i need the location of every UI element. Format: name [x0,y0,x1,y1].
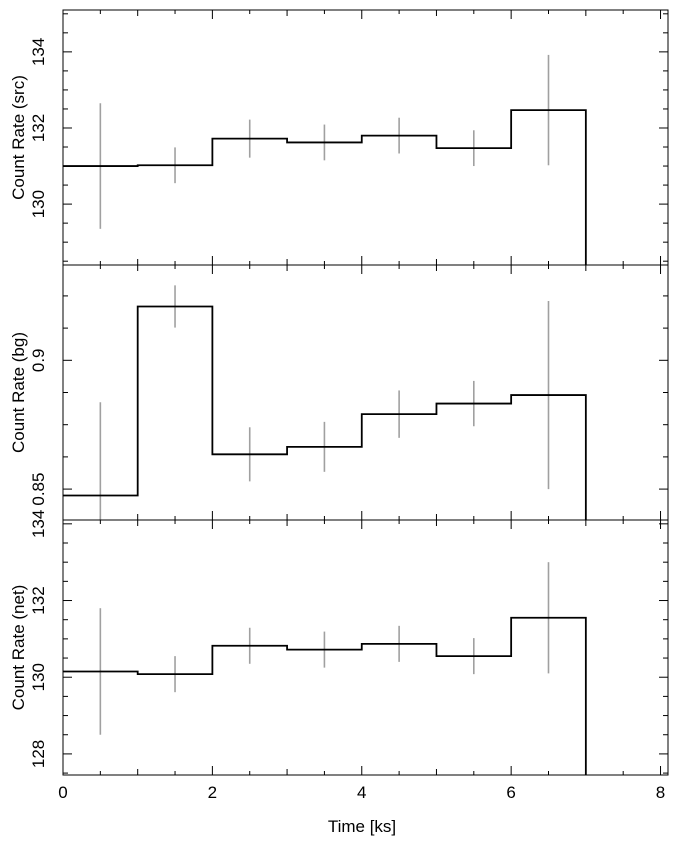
y-tick-label: 130 [29,663,48,691]
x-tick-label: 8 [656,783,665,802]
panel-frame [62,264,669,521]
panel-data [63,285,587,520]
y-tick-label: 0.85 [29,473,48,506]
y-tick-label: 132 [29,114,48,142]
panel-3: 128 130 132 134 Count Rate (net) [9,510,669,776]
panel-frame [62,9,669,266]
y-axis-label: Count Rate (bg) [9,332,28,453]
panel-data [63,54,587,265]
step-line [63,305,587,520]
x-tick-label: 0 [58,783,67,802]
x-tick-label: 2 [208,783,217,802]
y-tick-label: 0.9 [29,348,48,372]
y-tick-label: 128 [29,740,48,768]
x-axis-label: Time [ks] [328,817,396,836]
step-line [63,616,587,775]
x-tick-label: 4 [357,783,366,802]
y-tick-label: 134 [29,510,48,538]
y-tick-label: 130 [29,190,48,218]
y-axis-label: Count Rate (net) [9,585,28,711]
x-tick-label: 6 [506,783,515,802]
x-axis: 0 2 4 6 8 [58,783,665,802]
panel-data [63,562,587,775]
panel-frame [62,519,669,776]
y-tick-label: 134 [29,38,48,66]
y-tick-label: 132 [29,586,48,614]
y-axis-label: Count Rate (src) [9,75,28,200]
step-line [63,109,587,265]
